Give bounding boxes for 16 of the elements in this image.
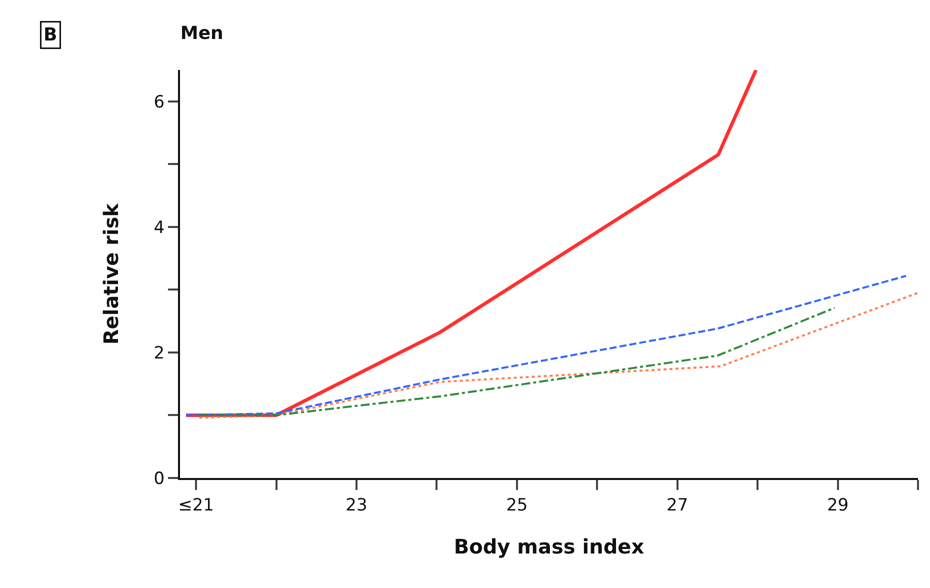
x-tick-label: 23	[346, 495, 368, 516]
x-tick-label: 27	[666, 495, 688, 516]
y-tick-label: 4	[154, 218, 165, 238]
x-tick-label: ≤21	[178, 495, 214, 516]
x-tick-label: 29	[826, 495, 849, 516]
y-tick-label: 0	[154, 468, 165, 489]
y-tick-label: 6	[154, 92, 165, 112]
y-tick-label: 2	[154, 343, 165, 364]
chart-title: Men	[180, 23, 224, 44]
line-series	[185, 274, 907, 416]
x-axis-title: Body mass index	[454, 534, 644, 558]
y-axis-title: Relative risk	[98, 202, 123, 345]
line-series	[198, 306, 836, 416]
line-series	[198, 292, 918, 419]
x-tick-label: 25	[506, 495, 528, 516]
text: B	[44, 24, 58, 46]
